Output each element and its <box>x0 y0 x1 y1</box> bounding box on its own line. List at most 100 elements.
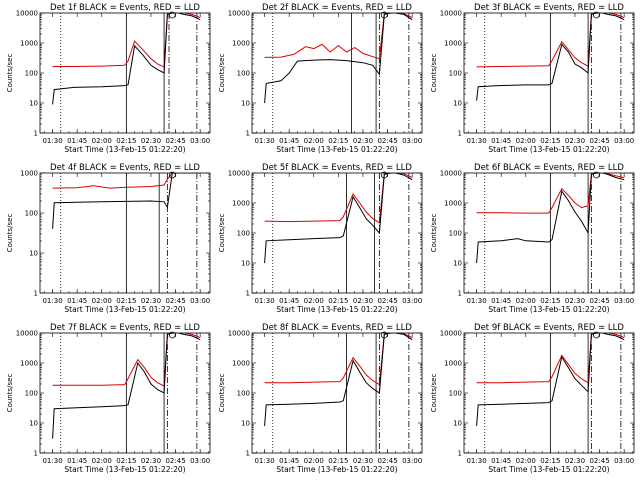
panel-title: Det 7f BLACK = Events, RED = LLD <box>50 323 200 333</box>
panel-title: Det 6f BLACK = Events, RED = LLD <box>474 163 624 173</box>
panel-5: Det 5f BLACK = Events, RED = LLD 1 10 100 10… <box>218 163 423 314</box>
x-tick-label: 02:15 <box>328 457 348 465</box>
panel-title: Det 5f BLACK = Events, RED = LLD <box>262 163 412 173</box>
y-tick-label: 1 <box>458 290 462 298</box>
plot-frame <box>463 12 635 134</box>
y-tick-label: 10 <box>453 100 462 108</box>
y-tick-label: 100 <box>449 230 462 238</box>
x-tick-label: 01:45 <box>67 137 87 145</box>
y-tick-label: 1 <box>458 130 462 138</box>
x-tick-label: 02:30 <box>141 457 161 465</box>
x-tick-label: 02:15 <box>328 297 348 305</box>
panel-title: Det 1f BLACK = Events, RED = LLD <box>50 3 200 13</box>
y-tick-label: 10000 <box>440 10 462 18</box>
x-tick-label: 01:45 <box>279 297 299 305</box>
x-tick-label: 03:00 <box>402 137 422 145</box>
y-tick-label: 1 <box>458 450 462 458</box>
y-tick-label: 100 <box>237 70 250 78</box>
x-tick-label: 02:45 <box>377 137 397 145</box>
x-tick-label: 03:00 <box>614 297 634 305</box>
series-lld <box>264 13 413 60</box>
x-tick-label: 02:45 <box>589 297 609 305</box>
y-tick-label: 10 <box>453 260 462 268</box>
plot-frame <box>251 332 423 454</box>
x-tick-label: 01:45 <box>279 457 299 465</box>
x-tick-label: 02:30 <box>353 457 373 465</box>
x-axis-label: Start Time (13-Feb-15 01:22:20) <box>276 145 397 154</box>
plot-frame <box>39 332 211 454</box>
x-tick-label: 02:45 <box>377 457 397 465</box>
y-tick-label: 10000 <box>228 10 250 18</box>
y-tick-label: 1000 <box>444 40 462 48</box>
peak-marker <box>168 171 176 179</box>
y-tick-label: 10 <box>241 260 250 268</box>
x-tick-label: 02:15 <box>540 457 560 465</box>
x-axis-label: Start Time (13-Feb-15 01:22:20) <box>488 465 609 474</box>
series-lld <box>52 13 201 68</box>
x-tick-label: 02:00 <box>304 457 324 465</box>
peak-marker <box>380 331 388 339</box>
series-lld <box>264 173 413 224</box>
y-tick-label: 10000 <box>228 170 250 178</box>
y-tick-label: 10000 <box>16 10 38 18</box>
x-axis-label: Start Time (13-Feb-15 01:22:20) <box>64 305 185 314</box>
panel-7: Det 7f BLACK = Events, RED = LLD 1 10 100 10… <box>6 323 211 474</box>
y-axis-label: Counts/sec <box>430 54 438 93</box>
y-tick-label: 10 <box>29 420 38 428</box>
series-lld <box>476 333 625 384</box>
series-lld <box>264 333 413 386</box>
x-tick-label: 02:45 <box>165 297 185 305</box>
x-tick-label: 02:00 <box>92 137 112 145</box>
y-tick-label: 100 <box>25 70 38 78</box>
plot-frame <box>39 12 211 134</box>
y-tick-label: 1000 <box>20 170 38 178</box>
y-tick-label: 1 <box>246 450 250 458</box>
x-tick-label: 02:30 <box>565 137 585 145</box>
y-axis-label: Counts/sec <box>218 374 226 413</box>
x-tick-label: 02:30 <box>353 137 373 145</box>
x-tick-label: 02:00 <box>92 297 112 305</box>
y-tick-label: 1 <box>34 450 38 458</box>
peak-marker <box>168 11 176 19</box>
x-tick-label: 02:30 <box>565 297 585 305</box>
y-tick-label: 100 <box>237 390 250 398</box>
x-tick-label: 01:45 <box>491 297 511 305</box>
x-tick-label: 02:15 <box>116 457 136 465</box>
peak-marker <box>592 171 600 179</box>
y-tick-label: 10000 <box>440 170 462 178</box>
x-tick-label: 02:15 <box>116 297 136 305</box>
x-tick-label: 02:00 <box>516 297 536 305</box>
y-tick-label: 1000 <box>232 40 250 48</box>
panel-6: Det 6f BLACK = Events, RED = LLD 1 10 100 10… <box>430 163 635 314</box>
x-tick-label: 03:00 <box>402 297 422 305</box>
plot-frame <box>251 172 423 294</box>
x-axis-label: Start Time (13-Feb-15 01:22:20) <box>64 145 185 154</box>
x-tick-label: 03:00 <box>402 457 422 465</box>
y-tick-label: 1000 <box>20 360 38 368</box>
panel-title: Det 3f BLACK = Events, RED = LLD <box>474 3 624 13</box>
x-tick-label: 02:45 <box>165 457 185 465</box>
y-tick-label: 10 <box>453 420 462 428</box>
x-tick-label: 01:30 <box>42 297 62 305</box>
series-events <box>52 333 201 439</box>
series-lld <box>52 173 201 189</box>
series-lld <box>476 13 625 68</box>
plot-frame <box>251 12 423 134</box>
x-tick-label: 02:15 <box>328 137 348 145</box>
y-axis-label: Counts/sec <box>6 374 14 413</box>
series-events <box>476 333 625 426</box>
series-events <box>52 13 201 105</box>
panel-2: Det 2f BLACK = Events, RED = LLD 1 10 100 10… <box>218 3 423 154</box>
series-events <box>476 173 625 264</box>
x-tick-label: 01:45 <box>491 457 511 465</box>
y-tick-label: 10 <box>29 100 38 108</box>
y-axis-label: Counts/sec <box>218 54 226 93</box>
x-tick-label: 02:15 <box>540 297 560 305</box>
x-tick-label: 02:30 <box>565 457 585 465</box>
y-tick-label: 100 <box>237 230 250 238</box>
x-tick-label: 02:15 <box>540 137 560 145</box>
y-tick-label: 100 <box>25 390 38 398</box>
panel-8: Det 8f BLACK = Events, RED = LLD 1 10 100 10… <box>218 323 423 474</box>
panel-1: Det 1f BLACK = Events, RED = LLD 1 10 100 10… <box>6 3 211 154</box>
y-tick-label: 100 <box>449 70 462 78</box>
